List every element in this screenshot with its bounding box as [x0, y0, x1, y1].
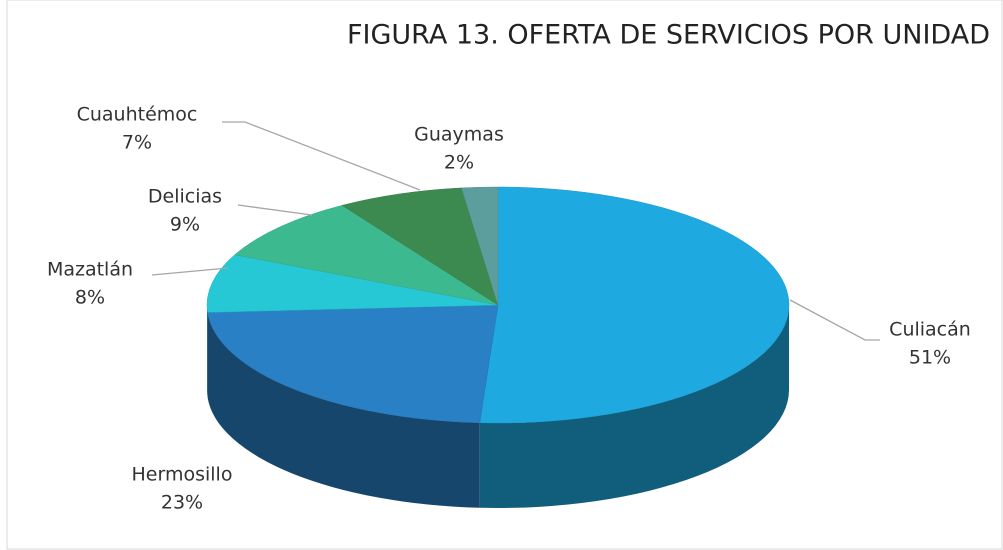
chart-title: FIGURA 13. OFERTA DE SERVICIOS POR UNIDA…	[347, 20, 990, 51]
category-label: Culiacán	[889, 319, 971, 341]
value-label: 9%	[170, 214, 200, 236]
value-label: 2%	[444, 152, 474, 174]
category-label: Hermosillo	[132, 464, 233, 486]
labels: Culiacán 51% Hermosillo 23% Mazatlán 8% Delici…	[47, 104, 971, 514]
pie-sides	[207, 305, 789, 508]
category-label: Cuauhtémoc	[77, 104, 198, 126]
value-label: 23%	[161, 492, 203, 514]
pie-tops	[206, 186, 790, 424]
leader-line	[237, 204, 313, 216]
category-label: Mazatlán	[47, 259, 133, 281]
value-label: 7%	[122, 132, 152, 154]
value-label: 8%	[75, 287, 105, 309]
pie-slice	[206, 254, 499, 313]
pie-slice	[341, 187, 499, 306]
pie-slice	[461, 186, 499, 306]
leader-line	[151, 267, 229, 276]
pie-side	[479, 305, 789, 508]
pie-slice	[207, 304, 499, 424]
category-label: Delicias	[148, 186, 222, 208]
leader-line	[222, 121, 421, 191]
value-label: 51%	[909, 347, 951, 369]
leader-line	[789, 299, 880, 341]
pie-slice	[234, 205, 499, 306]
pie-slice	[479, 186, 790, 424]
category-label: Guaymas	[414, 124, 504, 146]
pie-side	[207, 312, 480, 508]
pie-side	[207, 305, 208, 398]
